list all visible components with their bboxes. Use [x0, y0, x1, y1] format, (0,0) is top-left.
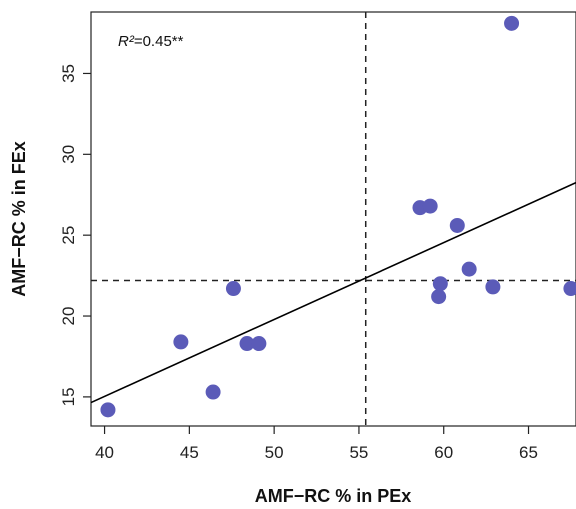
data-point — [563, 281, 576, 297]
x-tick-label: 40 — [95, 443, 114, 462]
x-tick-label: 65 — [519, 443, 538, 462]
data-point — [504, 15, 520, 31]
data-point — [100, 402, 116, 418]
plot-frame — [90, 11, 576, 427]
data-point — [461, 261, 477, 277]
data-point — [225, 281, 241, 297]
data-point — [251, 336, 267, 352]
x-tick-label: 45 — [180, 443, 199, 462]
y-tick-label: 15 — [59, 387, 78, 406]
data-point — [432, 276, 448, 292]
y-axis: 15 20 25 30 35 — [59, 64, 91, 406]
x-tick-label: 60 — [434, 443, 453, 462]
r-squared-annotation: R²=0.45** — [118, 33, 184, 50]
x-axis: 40 45 50 55 60 65 — [95, 426, 538, 462]
data-point — [173, 334, 189, 350]
data-point — [431, 289, 447, 305]
data-point — [449, 217, 465, 233]
r-squared-value: =0.45** — [134, 33, 184, 50]
y-tick-label: 20 — [59, 307, 78, 326]
y-tick-label: 25 — [59, 226, 78, 245]
x-tick-label: 50 — [265, 443, 284, 462]
x-tick-label: 55 — [349, 443, 368, 462]
data-point — [422, 198, 438, 214]
data-points — [100, 15, 576, 418]
x-axis-title: AMF−RC % in PEx — [255, 486, 412, 506]
data-point — [205, 384, 221, 400]
y-axis-title: AMF−RC % in FEx — [9, 141, 29, 297]
data-point — [239, 336, 255, 352]
y-tick-label: 30 — [59, 145, 78, 164]
regression-line — [90, 181, 576, 404]
data-point — [485, 279, 501, 295]
y-tick-label: 35 — [59, 64, 78, 83]
r-squared-symbol: R² — [118, 33, 135, 50]
